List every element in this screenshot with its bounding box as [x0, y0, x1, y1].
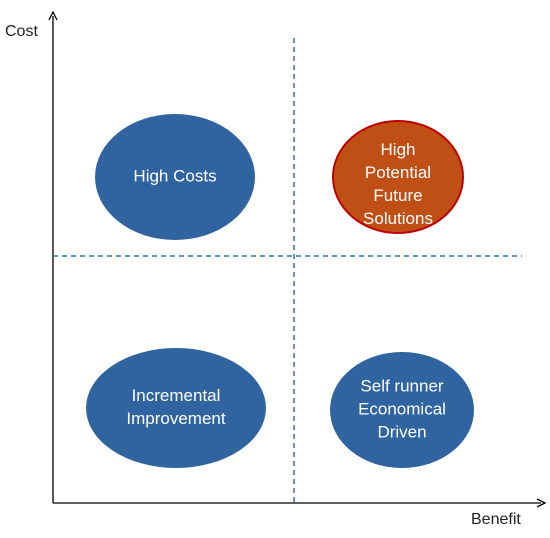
y-axis-label: Cost — [5, 23, 38, 40]
node-label: Self runner — [360, 376, 443, 395]
node-label: Incremental — [132, 386, 221, 405]
quadrant-ellipse — [330, 352, 474, 468]
quadrant-ellipse — [86, 348, 266, 468]
node-label: Improvement — [126, 409, 225, 428]
node-label: Driven — [377, 422, 426, 441]
node-label: High Costs — [133, 166, 216, 185]
node-label: High — [381, 140, 416, 159]
x-axis-label: Benefit — [471, 511, 521, 528]
node-label: Future — [373, 186, 422, 205]
node-label: Solutions — [363, 209, 433, 228]
quadrant-ellipse — [332, 120, 464, 234]
node-label: Economical — [358, 399, 446, 418]
quadrant-ellipse — [95, 114, 255, 240]
node-label: Potential — [365, 163, 431, 182]
labels: High Costs High Potential Future Solutions In… — [126, 140, 446, 442]
